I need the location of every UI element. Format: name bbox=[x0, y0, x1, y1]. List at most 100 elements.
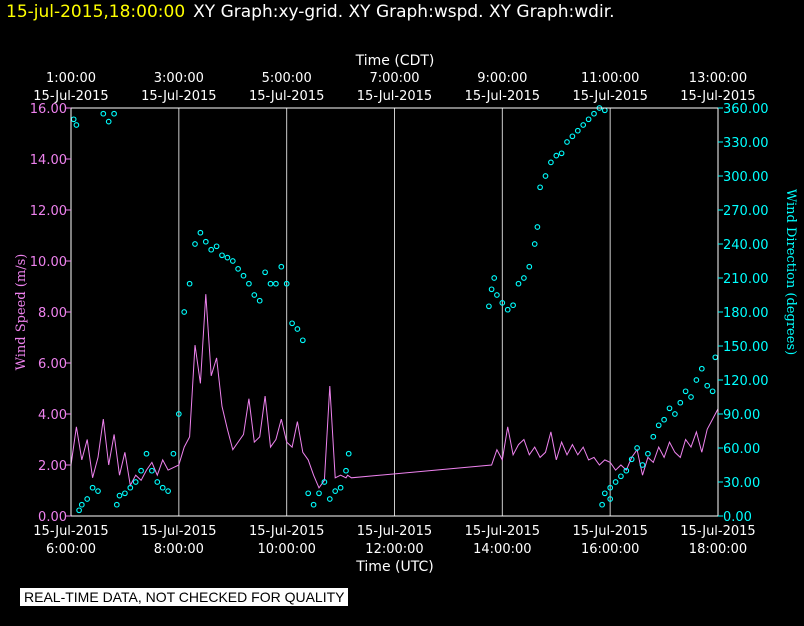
wind-direction-point bbox=[138, 467, 144, 474]
wind-direction-point bbox=[224, 254, 231, 261]
wind-direction-point bbox=[564, 139, 570, 145]
wind-direction-point bbox=[202, 238, 209, 245]
wind-direction-point bbox=[553, 152, 560, 159]
wind-direction-point bbox=[149, 467, 155, 474]
wind-direction-point bbox=[491, 275, 498, 281]
right-tick-label: 90.00 bbox=[723, 408, 760, 423]
right-tick-label: 120.00 bbox=[723, 374, 769, 389]
wind-direction-series bbox=[70, 105, 719, 514]
wind-direction-point bbox=[197, 229, 204, 236]
top-tick-time: 11:00:00 bbox=[581, 71, 639, 86]
wind-direction-point bbox=[127, 484, 134, 491]
wind-direction-point bbox=[574, 127, 581, 134]
wind-direction-point bbox=[278, 263, 285, 270]
left-tick-label: 6.00 bbox=[38, 357, 67, 372]
left-tick-label: 14.00 bbox=[30, 153, 67, 168]
wind-direction-point bbox=[623, 467, 630, 474]
bottom-tick-time: 16:00:00 bbox=[581, 542, 639, 557]
wind-direction-point bbox=[95, 488, 101, 494]
bottom-tick-date: 15-Jul-2015 bbox=[680, 524, 755, 539]
bottom-tick-time: 8:00:00 bbox=[154, 542, 204, 557]
wind-direction-point bbox=[283, 280, 290, 287]
wind-direction-point bbox=[294, 326, 301, 332]
wind-direction-point bbox=[585, 116, 592, 123]
wind-direction-point bbox=[170, 450, 177, 457]
wind-direction-point bbox=[343, 467, 349, 474]
top-axis-label: Time (CDT) bbox=[355, 53, 435, 69]
wind-direction-point bbox=[84, 496, 91, 502]
wind-direction-point bbox=[337, 484, 344, 491]
wind-direction-point bbox=[591, 110, 597, 117]
wind-direction-point bbox=[70, 116, 77, 123]
wind-direction-point bbox=[672, 411, 678, 417]
wind-direction-point bbox=[116, 492, 123, 499]
wind-direction-point bbox=[262, 269, 268, 276]
wind-direction-point bbox=[154, 479, 161, 485]
wind-direction-point bbox=[661, 416, 667, 423]
wind-direction-point bbox=[612, 479, 619, 485]
wind-direction-point bbox=[208, 246, 215, 253]
wind-direction-point bbox=[186, 280, 193, 287]
wind-direction-point bbox=[175, 411, 182, 417]
bottom-tick-date: 15-Jul-2015 bbox=[249, 524, 324, 539]
wind-direction-point bbox=[607, 484, 614, 491]
wind-direction-point bbox=[316, 490, 322, 497]
header-timestamp: 15-jul-2015,18:00:00 bbox=[6, 2, 186, 22]
right-tick-label: 60.00 bbox=[723, 442, 760, 457]
left-tick-label: 16.00 bbox=[30, 102, 67, 117]
top-tick-date: 15-Jul-2015 bbox=[33, 89, 108, 104]
wind-direction-point bbox=[537, 184, 543, 191]
chart-header: 15-jul-2015,18:00:00 XY Graph:xy-grid. XY… bbox=[6, 2, 615, 22]
left-tick-label: 0.00 bbox=[38, 510, 67, 525]
top-tick-time: 7:00:00 bbox=[369, 71, 419, 86]
right-tick-label: 360.00 bbox=[723, 102, 769, 117]
bottom-tick-date: 15-Jul-2015 bbox=[141, 524, 216, 539]
wind-direction-point bbox=[213, 243, 220, 250]
wind-direction-point bbox=[677, 399, 684, 406]
wind-direction-point bbox=[192, 241, 198, 247]
top-tick-date: 15-Jul-2015 bbox=[357, 89, 432, 104]
right-axis-label: Wind Direction (degrees) bbox=[783, 189, 798, 355]
wind-direction-point bbox=[326, 496, 333, 502]
top-tick-time: 1:00:00 bbox=[46, 71, 96, 86]
right-tick-label: 270.00 bbox=[723, 204, 769, 219]
wind-direction-point bbox=[618, 473, 624, 480]
left-axis-label: Wind Speed (m/s) bbox=[14, 254, 29, 371]
right-tick-label: 30.00 bbox=[723, 476, 760, 491]
top-tick-date: 15-Jul-2015 bbox=[572, 89, 647, 104]
wind-direction-point bbox=[289, 320, 295, 327]
wind-direction-point bbox=[240, 272, 247, 279]
wind-direction-point bbox=[113, 501, 120, 508]
wind-direction-point bbox=[89, 484, 96, 491]
right-tick-label: 0.00 bbox=[723, 510, 752, 525]
bottom-tick-time: 14:00:00 bbox=[473, 542, 531, 557]
wind-direction-point bbox=[246, 280, 252, 287]
wind-direction-point bbox=[251, 292, 258, 298]
right-tick-label: 240.00 bbox=[723, 238, 769, 253]
wind-direction-point bbox=[698, 365, 705, 372]
wind-direction-point bbox=[521, 275, 527, 281]
wind-direction-point bbox=[666, 405, 673, 412]
wind-direction-point bbox=[310, 501, 317, 508]
wind-direction-point bbox=[531, 241, 538, 247]
top-tick-date: 15-Jul-2015 bbox=[465, 89, 540, 104]
left-tick-label: 4.00 bbox=[38, 408, 67, 423]
wind-direction-point bbox=[534, 224, 541, 230]
wind-direction-point bbox=[273, 280, 279, 287]
wind-direction-point bbox=[504, 306, 511, 313]
wind-direction-point bbox=[628, 456, 635, 463]
wind-direction-point bbox=[235, 266, 241, 272]
right-tick-label: 150.00 bbox=[723, 340, 769, 355]
header-title: XY Graph:xy-grid. XY Graph:wspd. XY Grap… bbox=[193, 2, 615, 22]
right-tick-label: 180.00 bbox=[723, 306, 769, 321]
wind-direction-point bbox=[78, 501, 85, 508]
wind-direction-point bbox=[645, 450, 651, 457]
tick-labels: 1:00:00 15-Jul-2015 15-Jul-2015 6:00:00 3:00… bbox=[30, 71, 769, 557]
wind-direction-point bbox=[712, 354, 719, 361]
wind-direction-point bbox=[256, 297, 263, 304]
top-tick-time: 13:00:00 bbox=[689, 71, 747, 86]
wind-direction-point bbox=[655, 422, 662, 429]
bottom-tick-time: 12:00:00 bbox=[365, 542, 423, 557]
wind-direction-point bbox=[105, 118, 112, 125]
